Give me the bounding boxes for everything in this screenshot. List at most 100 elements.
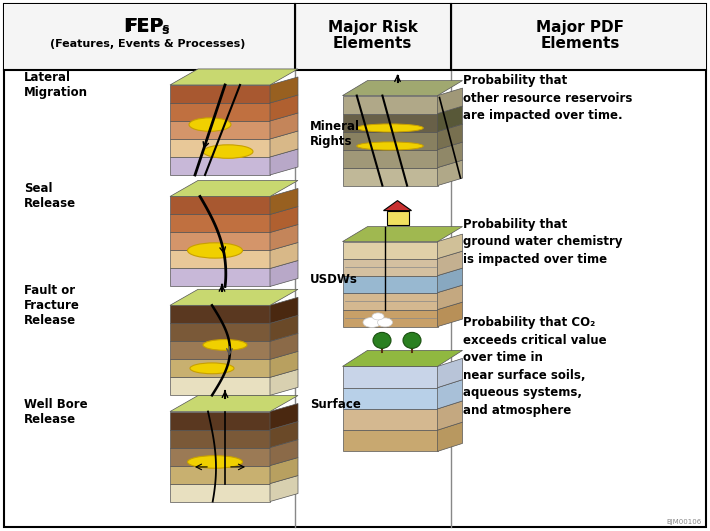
Text: Lateral
Migration: Lateral Migration [24, 71, 88, 99]
Ellipse shape [403, 332, 421, 348]
Polygon shape [170, 215, 270, 233]
Polygon shape [170, 251, 270, 269]
Text: Seal
Release: Seal Release [24, 183, 76, 210]
Polygon shape [170, 396, 298, 412]
Polygon shape [270, 149, 298, 175]
Polygon shape [170, 181, 298, 196]
Text: Surface: Surface [310, 398, 361, 411]
Polygon shape [342, 293, 437, 310]
Ellipse shape [356, 124, 423, 132]
Text: FEPₛ: FEPₛ [125, 17, 170, 35]
Polygon shape [437, 380, 462, 409]
Text: FEP: FEP [123, 16, 163, 36]
Polygon shape [170, 466, 270, 484]
Polygon shape [437, 106, 462, 132]
Polygon shape [342, 259, 437, 276]
Text: BJM00106: BJM00106 [667, 519, 702, 525]
Polygon shape [270, 77, 298, 103]
Polygon shape [170, 305, 270, 323]
Polygon shape [270, 261, 298, 286]
Polygon shape [437, 142, 462, 168]
Polygon shape [270, 422, 298, 448]
Polygon shape [270, 131, 298, 157]
Polygon shape [270, 333, 298, 359]
Polygon shape [342, 150, 437, 168]
Polygon shape [270, 440, 298, 466]
Ellipse shape [187, 456, 243, 468]
Polygon shape [170, 233, 270, 251]
Text: Well Bore
Release: Well Bore Release [24, 398, 87, 425]
Polygon shape [270, 476, 298, 501]
Polygon shape [170, 139, 270, 157]
Polygon shape [342, 430, 437, 451]
Polygon shape [437, 268, 462, 293]
Text: Mineral
Rights: Mineral Rights [310, 119, 360, 148]
Ellipse shape [378, 318, 393, 327]
Polygon shape [270, 243, 298, 269]
Text: Probability that
ground water chemistry
is impacted over time: Probability that ground water chemistry … [463, 218, 623, 266]
Polygon shape [170, 323, 270, 341]
Polygon shape [437, 88, 462, 114]
Ellipse shape [203, 339, 247, 350]
Text: Probability that
other resource reservoirs
are impacted over time.: Probability that other resource reservoi… [463, 74, 632, 122]
Polygon shape [270, 207, 298, 233]
Polygon shape [437, 285, 462, 310]
Polygon shape [170, 484, 270, 501]
Text: Elements: Elements [333, 36, 413, 50]
Ellipse shape [203, 145, 253, 158]
Polygon shape [170, 448, 270, 466]
Polygon shape [170, 69, 298, 85]
Polygon shape [437, 234, 462, 259]
Polygon shape [270, 225, 298, 251]
Text: Probability that CO₂
exceeds critical value
over time in
near surface soils,
aqu: Probability that CO₂ exceeds critical va… [463, 316, 606, 417]
Text: Elements: Elements [541, 36, 620, 50]
Ellipse shape [189, 118, 231, 131]
Polygon shape [437, 401, 462, 430]
Text: Major PDF: Major PDF [537, 20, 624, 35]
Polygon shape [437, 124, 462, 150]
Ellipse shape [356, 142, 423, 150]
Polygon shape [270, 315, 298, 341]
Polygon shape [170, 269, 270, 286]
Polygon shape [342, 366, 437, 388]
Polygon shape [342, 242, 437, 259]
Polygon shape [437, 422, 462, 451]
Polygon shape [342, 114, 437, 132]
Polygon shape [170, 430, 270, 448]
Polygon shape [437, 160, 462, 185]
Polygon shape [342, 168, 437, 185]
Polygon shape [270, 370, 298, 395]
Polygon shape [437, 302, 462, 327]
Polygon shape [170, 289, 298, 305]
Polygon shape [342, 96, 437, 114]
Polygon shape [342, 227, 462, 242]
Polygon shape [342, 350, 462, 366]
Ellipse shape [187, 243, 243, 258]
Polygon shape [437, 358, 462, 388]
Polygon shape [170, 378, 270, 395]
Polygon shape [270, 95, 298, 121]
Ellipse shape [190, 363, 234, 374]
Polygon shape [270, 189, 298, 215]
Text: Fault or
Fracture
Release: Fault or Fracture Release [24, 284, 80, 327]
Polygon shape [437, 251, 462, 276]
Polygon shape [342, 388, 437, 409]
Polygon shape [170, 359, 270, 378]
Ellipse shape [373, 332, 391, 348]
Polygon shape [270, 352, 298, 378]
Text: Major Risk: Major Risk [328, 20, 417, 35]
Polygon shape [342, 276, 437, 293]
Polygon shape [270, 113, 298, 139]
Ellipse shape [363, 318, 381, 328]
Polygon shape [170, 121, 270, 139]
Polygon shape [170, 157, 270, 175]
Polygon shape [170, 341, 270, 359]
Text: (Features, Events & Processes): (Features, Events & Processes) [50, 39, 245, 49]
Ellipse shape [372, 313, 384, 320]
Polygon shape [342, 310, 437, 327]
Text: USDWs: USDWs [310, 273, 358, 286]
Polygon shape [270, 297, 298, 323]
Polygon shape [383, 201, 412, 211]
Bar [4, 4, 706, 70]
Polygon shape [270, 458, 298, 484]
